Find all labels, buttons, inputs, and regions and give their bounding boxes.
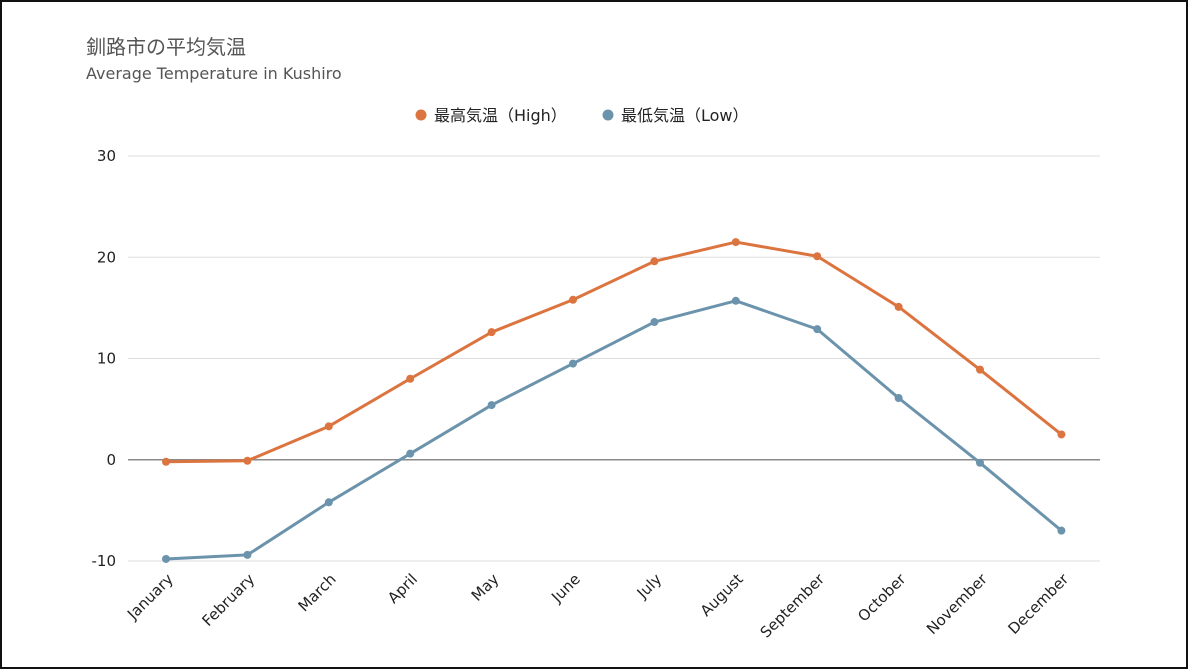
chart-subtitle: Average Temperature in Kushiro <box>86 64 342 83</box>
data-point[interactable] <box>731 238 740 247</box>
data-point[interactable] <box>650 318 659 327</box>
legend-label: 最高気温（High） <box>434 106 567 125</box>
legend-marker <box>602 109 614 121</box>
x-tick-label: April <box>384 570 421 607</box>
legend: 最高気温（High） 最低気温（Low） <box>415 106 749 125</box>
data-point[interactable] <box>243 550 252 559</box>
data-point[interactable] <box>894 302 903 311</box>
x-tick-label: September <box>757 570 829 642</box>
data-point[interactable] <box>894 393 903 402</box>
data-point[interactable] <box>731 296 740 305</box>
x-axis-tick-labels: January February March April May June July Augu… <box>123 570 1073 642</box>
data-point[interactable] <box>162 457 170 466</box>
data-point[interactable] <box>324 422 333 431</box>
series-line <box>164 299 1063 561</box>
series-line <box>164 240 1063 464</box>
data-point[interactable] <box>487 328 496 337</box>
legend-item-1[interactable]: 最低気温（Low） <box>602 106 749 125</box>
y-axis-tick-labels: -10 0 10 20 30 <box>92 147 117 570</box>
data-point[interactable] <box>569 359 577 368</box>
x-tick-label: February <box>199 570 259 630</box>
chart-title: 釧路市の平均気温 <box>86 35 246 59</box>
data-point[interactable] <box>813 325 822 334</box>
data-point[interactable] <box>406 449 415 458</box>
x-tick-label: March <box>295 570 340 615</box>
y-tick-label: 0 <box>106 451 116 469</box>
data-point[interactable] <box>1057 526 1066 535</box>
data-point[interactable] <box>650 257 659 266</box>
y-tick-label: 10 <box>97 350 116 368</box>
legend-item-0[interactable]: 最高気温（High） <box>415 106 567 125</box>
series-1 <box>162 296 1066 563</box>
data-point[interactable] <box>1057 430 1066 439</box>
y-tick-label: 20 <box>97 248 116 266</box>
data-point[interactable] <box>406 374 415 383</box>
data-point[interactable] <box>243 456 252 465</box>
grid-lines <box>128 155 1100 562</box>
x-tick-label: January <box>123 570 177 624</box>
x-tick-label: October <box>854 570 910 626</box>
data-point[interactable] <box>976 365 984 374</box>
series-0 <box>162 238 1066 466</box>
data-point[interactable] <box>813 252 822 261</box>
data-point[interactable] <box>487 401 496 410</box>
data-point[interactable] <box>976 458 984 467</box>
x-tick-label: December <box>1004 570 1072 638</box>
x-tick-label: July <box>633 570 666 603</box>
y-tick-label: 30 <box>97 147 116 165</box>
data-point[interactable] <box>324 498 333 507</box>
legend-marker <box>415 109 427 121</box>
data-point[interactable] <box>162 554 170 563</box>
x-tick-label: November <box>923 570 991 638</box>
y-tick-label: -10 <box>92 552 117 570</box>
x-tick-label: May <box>468 570 503 605</box>
x-tick-label: August <box>697 570 747 620</box>
x-tick-label: June <box>547 570 584 607</box>
data-point[interactable] <box>569 295 577 304</box>
series-lines <box>162 238 1066 563</box>
legend-label: 最低気温（Low） <box>621 106 749 125</box>
